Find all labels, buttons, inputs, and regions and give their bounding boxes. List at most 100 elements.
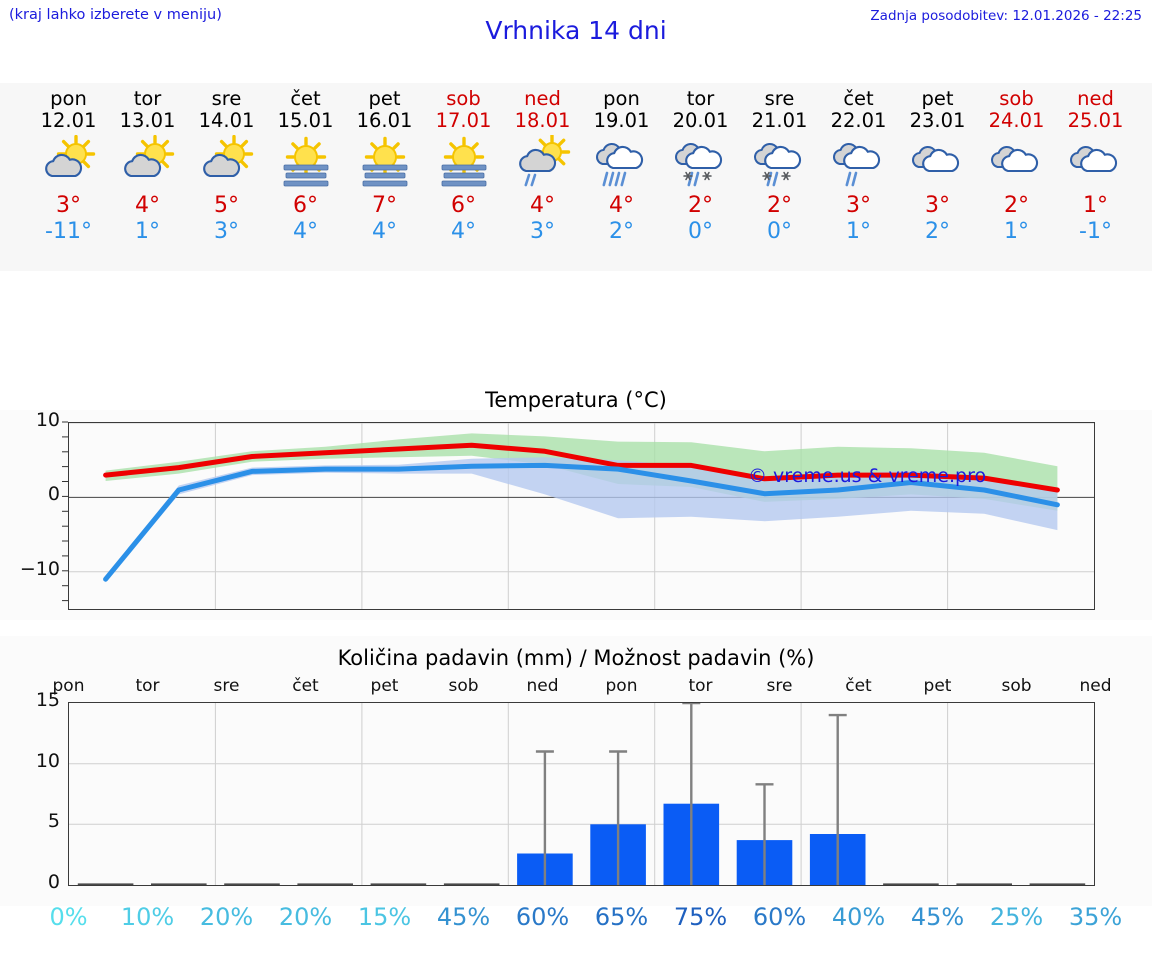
precip-day-label: tor — [135, 676, 160, 696]
temperature-chart-title: Temperatura (°C) — [485, 388, 667, 412]
day-column[interactable]: sre 21.01 2° 0° — [740, 83, 819, 245]
day-date: 15.01 — [277, 109, 334, 132]
day-name: pon — [50, 87, 87, 110]
day-temp-max: 3° — [56, 193, 81, 218]
precip-day-label: ned — [1079, 676, 1112, 696]
day-column[interactable]: pet 16.01 7° 4° — [345, 83, 424, 245]
precip-probability-label: 65% — [594, 903, 649, 931]
day-column[interactable]: ned 18.01 4° 3° — [503, 83, 582, 245]
day-date: 25.01 — [1067, 109, 1124, 132]
last-updated-text: Zadnja posodobitev: 12.01.2026 - 22:25 — [870, 8, 1142, 24]
day-name: pet — [921, 87, 954, 110]
day-temp-max: 1° — [1083, 193, 1108, 218]
day-temp-min: 1° — [1004, 219, 1029, 244]
day-name: sob — [999, 87, 1034, 110]
day-column[interactable]: pon 12.01 3° -11° — [29, 83, 108, 245]
day-name: čet — [843, 87, 874, 110]
day-column[interactable]: tor 20.01 2° 0° — [661, 83, 740, 245]
y-axis-tick-label: 0 — [47, 483, 60, 506]
day-column[interactable]: pet 23.01 3° 2° — [898, 83, 977, 245]
day-name: sre — [211, 87, 242, 110]
page-header: (kraj lahko izberete v meniju) Vrhnika 1… — [0, 0, 1152, 60]
day-temp-min: 1° — [135, 219, 160, 244]
day-temp-max: 5° — [214, 193, 239, 218]
day-column[interactable]: pon 19.01 4° 2° — [582, 83, 661, 245]
y-axis-tick-label: 10 — [35, 749, 60, 772]
precip-probability-label: 10% — [120, 903, 175, 931]
sun-fog-icon — [266, 135, 345, 193]
sun-fog-icon — [424, 135, 503, 193]
day-temp-min: 2° — [925, 219, 950, 244]
day-column[interactable]: sob 17.01 6° 4° — [424, 83, 503, 245]
menu-hint-text: (kraj lahko izberete v meniju) — [9, 7, 222, 23]
precip-probability-label: 60% — [515, 903, 570, 931]
precip-probability-label: 45% — [910, 903, 965, 931]
precip-probability-label: 60% — [752, 903, 807, 931]
day-temp-max: 2° — [688, 193, 713, 218]
day-column[interactable]: ned 25.01 1° -1° — [1056, 83, 1135, 245]
sun-behind-cloud-icon — [29, 135, 108, 193]
day-name: ned — [1077, 87, 1114, 110]
temperature-plot — [68, 422, 1095, 610]
cloud-icon — [977, 135, 1056, 193]
precip-day-label: tor — [688, 676, 713, 696]
precip-probability-label: 20% — [199, 903, 254, 931]
day-name: ned — [524, 87, 561, 110]
day-date: 21.01 — [751, 109, 808, 132]
precip-probability-label: 35% — [1068, 903, 1123, 931]
day-column[interactable]: tor 13.01 4° 1° — [108, 83, 187, 245]
cloud-icon — [1056, 135, 1135, 193]
day-temp-min: 0° — [767, 219, 792, 244]
day-name: pet — [368, 87, 401, 110]
precip-probability-label: 20% — [278, 903, 333, 931]
precip-day-label: ned — [526, 676, 559, 696]
y-axis-tick-label: 5 — [47, 810, 60, 833]
day-date: 24.01 — [988, 109, 1045, 132]
y-axis-tick-label: 10 — [35, 409, 60, 431]
sun-behind-cloud-icon — [108, 135, 187, 193]
sun-behind-cloud-icon — [187, 135, 266, 193]
day-column[interactable]: sob 24.01 2° 1° — [977, 83, 1056, 245]
y-axis-tick-label: −10 — [19, 557, 60, 580]
day-temp-min: -1° — [1079, 219, 1112, 244]
precip-day-label: pet — [923, 676, 952, 696]
day-name: pon — [603, 87, 640, 110]
day-temp-max: 3° — [925, 193, 950, 218]
precip-probability-label: 40% — [831, 903, 886, 931]
sun-cloud-light-rain-icon — [503, 135, 582, 193]
day-temp-min: 4° — [293, 219, 318, 244]
day-column[interactable]: čet 15.01 6° 4° — [266, 83, 345, 245]
precip-day-label: sob — [1001, 676, 1032, 696]
day-date: 16.01 — [356, 109, 413, 132]
day-date: 19.01 — [593, 109, 650, 132]
day-column[interactable]: čet 22.01 3° 1° — [819, 83, 898, 245]
copyright-watermark: © vreme.us & vreme.pro — [748, 465, 987, 487]
day-column[interactable]: sre 14.01 5° 3° — [187, 83, 266, 245]
day-temp-min: -11° — [45, 219, 92, 244]
precip-day-label: čet — [292, 676, 319, 696]
day-temp-min: 4° — [372, 219, 397, 244]
day-name: čet — [290, 87, 321, 110]
cloud-icon — [898, 135, 977, 193]
precip-probability-label: 75% — [673, 903, 728, 931]
precip-day-label: pon — [52, 676, 85, 696]
day-name: sob — [446, 87, 481, 110]
day-name: tor — [686, 87, 715, 110]
precipitation-plot — [68, 702, 1095, 886]
precip-day-label: sre — [766, 676, 793, 696]
day-temp-max: 2° — [1004, 193, 1029, 218]
day-temp-max: 4° — [609, 193, 634, 218]
day-temp-min: 3° — [214, 219, 239, 244]
day-temp-max: 6° — [293, 193, 318, 218]
precip-probability-label: 15% — [357, 903, 412, 931]
day-temp-min: 1° — [846, 219, 871, 244]
day-temp-max: 2° — [767, 193, 792, 218]
day-date: 12.01 — [40, 109, 97, 132]
day-temp-max: 4° — [530, 193, 555, 218]
precip-day-label: pet — [370, 676, 399, 696]
y-axis-tick-label: 15 — [35, 689, 60, 711]
cloud-light-rain-icon — [819, 135, 898, 193]
day-name: tor — [133, 87, 162, 110]
day-date: 23.01 — [909, 109, 966, 132]
